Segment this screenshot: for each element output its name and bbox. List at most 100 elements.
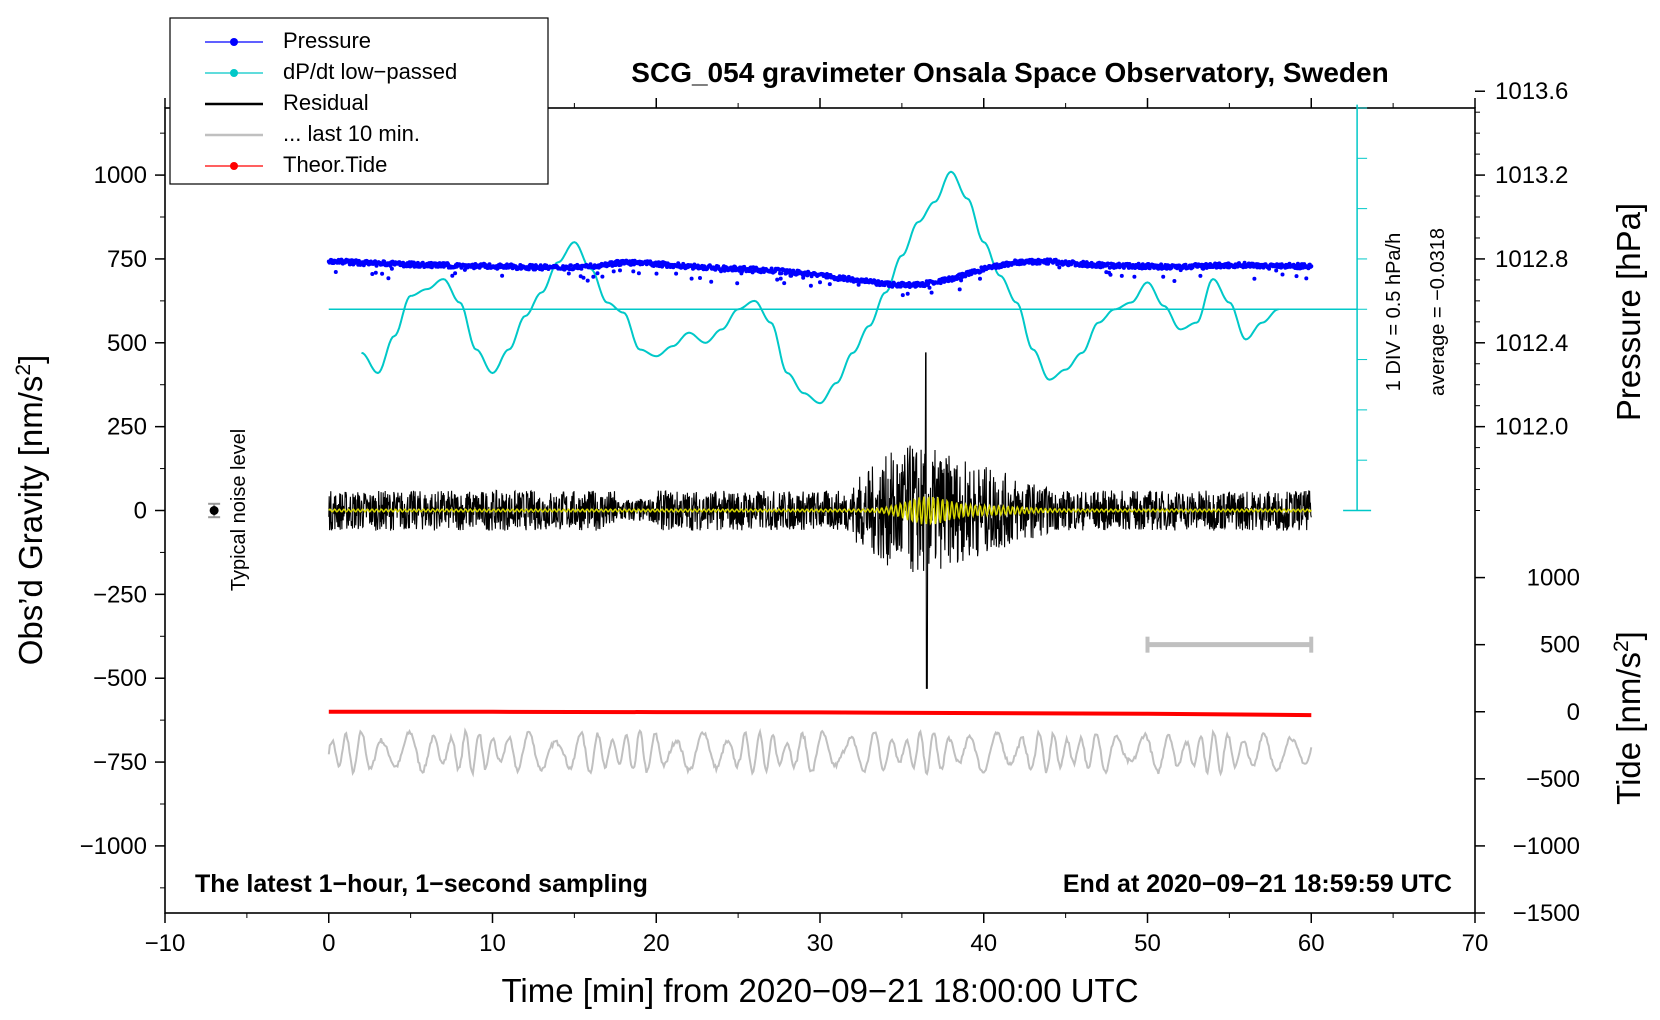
pressure-rate-note: 1 DIV = 0.5 hPa/h	[1383, 233, 1405, 391]
pressure-point	[709, 279, 714, 284]
pressure-tick-label: 1013.2	[1495, 162, 1568, 189]
pressure-point	[1274, 268, 1279, 273]
y-axis-label-left-text: Obs’d Gravity [nm/s	[12, 376, 49, 666]
pressure-point	[1267, 266, 1272, 271]
pressure-point	[957, 287, 962, 292]
pressure-trace	[326, 257, 1314, 298]
pressure-point	[1242, 260, 1247, 265]
pressure-point	[618, 262, 623, 267]
y-tick-label: 250	[107, 414, 147, 441]
pressure-point	[585, 278, 590, 283]
pressure-point	[380, 271, 385, 276]
pressure-point	[782, 281, 787, 286]
pressure-point	[450, 273, 455, 278]
pressure-point	[1280, 272, 1285, 277]
tide-tick-label: 0	[1567, 699, 1580, 726]
pressure-point	[929, 290, 934, 295]
y-tick-label: −500	[93, 665, 147, 692]
legend: Pressure dP/dt low−passed Residual ... l…	[169, 17, 549, 185]
pressure-point	[735, 281, 740, 286]
pressure-point	[927, 285, 932, 290]
pressure-point	[905, 291, 910, 296]
footer-left: The latest 1−hour, 1−second sampling	[195, 870, 648, 898]
pressure-tick-label: 1012.0	[1495, 414, 1568, 441]
pressure-point	[581, 275, 586, 280]
pressure-point	[373, 270, 378, 275]
dpdt-trace	[361, 170, 1279, 405]
noise-level-label: Typical noise level	[228, 429, 250, 591]
tide-tick-label: −1000	[1513, 833, 1580, 860]
pressure-point	[654, 271, 659, 276]
pressure-point	[1304, 276, 1309, 281]
pressure-point	[333, 270, 338, 274]
pressure-point	[600, 274, 605, 279]
pressure-point	[898, 284, 903, 289]
pressure-point	[609, 260, 614, 265]
y-tick-label: −750	[93, 749, 147, 776]
legend-label-tide: Theor.Tide	[283, 152, 387, 177]
x-tick-label: 60	[1298, 930, 1325, 957]
pressure-point	[1108, 272, 1113, 277]
x-tick-label: 40	[970, 930, 997, 957]
pressure-point	[618, 268, 622, 273]
legend-label-dpdt: dP/dt low−passed	[283, 59, 457, 84]
y-tick-label: 750	[107, 246, 147, 273]
pressure-point	[1161, 274, 1166, 279]
pressure-point	[1183, 262, 1188, 267]
average-note: average = −0.0318	[1427, 228, 1449, 396]
axes-layer: −10 0 10 20 30 40 50 60 70 1000 750 500 250 0 −250 −500…	[80, 78, 1580, 957]
pressure-point	[779, 271, 784, 276]
x-axis-label: Time [min] from 2020−09−21 18:00:00 UTC	[501, 972, 1138, 1009]
chart-title: SCG_054 gravimeter Onsala Space Observat…	[631, 57, 1388, 88]
pressure-point	[978, 276, 982, 281]
y-tick-label: −1000	[80, 833, 147, 860]
pressure-tick-label: 1012.8	[1495, 246, 1568, 273]
y-tick-label: 0	[134, 498, 147, 525]
pressure-point	[789, 273, 794, 278]
y-axis-label-left-sup: 2	[12, 364, 35, 376]
x-tick-label: 20	[643, 930, 670, 957]
tide-axis-label-sup: 2	[1610, 640, 1633, 652]
theor-tide-trace	[328, 709, 1312, 718]
pressure-tick-label: 1013.6	[1495, 78, 1568, 105]
pressure-point	[1294, 274, 1299, 279]
y-tick-label: 500	[107, 330, 147, 357]
pressure-point	[636, 271, 641, 276]
pressure-point	[374, 263, 379, 268]
tide-tick-label: −1500	[1513, 900, 1580, 927]
pressure-point	[1143, 266, 1148, 271]
pressure-point	[370, 272, 375, 276]
pressure-point	[926, 282, 931, 287]
pressure-point	[818, 280, 822, 285]
pressure-point	[1172, 279, 1177, 283]
pressure-point	[1198, 273, 1203, 278]
y-tick-label: 1000	[94, 162, 147, 189]
pressure-point	[389, 266, 394, 271]
pressure-point	[386, 276, 391, 281]
pressure-point	[689, 276, 694, 281]
pressure-point	[769, 266, 774, 271]
pressure-point	[775, 277, 780, 282]
pressure-point	[900, 293, 905, 298]
pressure-point	[591, 274, 596, 279]
residual-trace	[328, 352, 1312, 689]
noise-level-point	[209, 506, 219, 515]
pressure-point	[1132, 274, 1137, 279]
legend-sample-1-dot	[230, 69, 238, 77]
pressure-point	[1057, 265, 1062, 270]
legend-sample-0-dot	[230, 38, 238, 46]
pressure-point	[698, 276, 702, 280]
x-tick-label: −10	[145, 930, 186, 957]
pressure-point	[1309, 264, 1314, 269]
tide-tick-label: 1000	[1527, 565, 1580, 592]
pressure-axis-label: Pressure [hPa]	[1610, 203, 1647, 421]
x-tick-label: 70	[1462, 930, 1489, 957]
pressure-point	[500, 273, 505, 278]
pressure-point	[778, 276, 783, 281]
tide-axis-label-text: Tide [nm/s	[1610, 652, 1647, 805]
y-tick-label: −250	[93, 581, 147, 608]
legend-sample-4-dot	[230, 162, 238, 170]
series-layer	[208, 170, 1358, 778]
x-tick-label: 10	[479, 930, 506, 957]
